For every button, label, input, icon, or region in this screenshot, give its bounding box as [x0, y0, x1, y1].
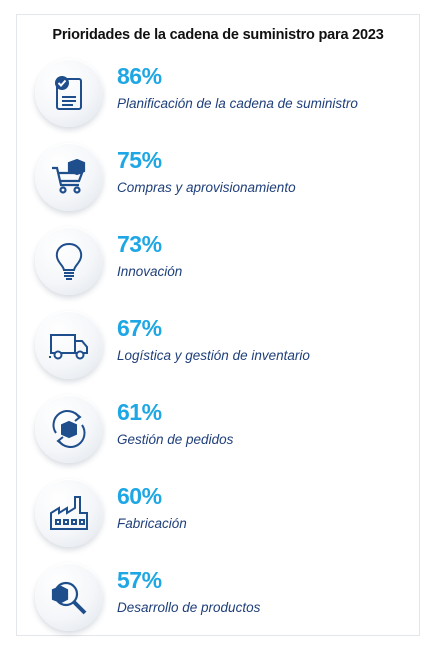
- icon-badge: [35, 563, 103, 631]
- priority-row: 86% Planificación de la cadena de sumini…: [35, 59, 415, 131]
- priority-label: Planificación de la cadena de suministro: [117, 96, 358, 111]
- percentage-value: 67%: [117, 315, 162, 341]
- lightbulb-icon: [55, 242, 83, 280]
- percentage-value: 86%: [117, 63, 162, 89]
- icon-badge: [35, 311, 103, 379]
- shopping-cart-icon: [52, 158, 86, 194]
- chart-title: Prioridades de la cadena de suministro p…: [52, 27, 384, 43]
- truck-icon: [49, 334, 88, 360]
- priority-label: Desarrollo de productos: [117, 600, 261, 615]
- priority-label: Logística y gestión de inventario: [117, 348, 310, 363]
- icon-badge: [35, 395, 103, 463]
- factory-icon: [50, 496, 88, 530]
- icon-badge: [35, 227, 103, 295]
- priority-row: 60% Fabricación: [35, 479, 415, 551]
- clipboard-check-icon: [55, 76, 82, 110]
- priority-row: 61% Gestión de pedidos: [35, 395, 415, 467]
- percentage-value: 61%: [117, 399, 162, 425]
- priority-label: Fabricación: [117, 516, 187, 531]
- infographic-card: Prioridades de la cadena de suministro p…: [16, 14, 420, 636]
- percentage-value: 75%: [117, 147, 162, 173]
- priority-row: 57% Desarrollo de productos: [35, 563, 415, 635]
- priority-row: 73% Innovación: [35, 227, 415, 299]
- priority-row: 67% Logística y gestión de inventario: [35, 311, 415, 383]
- priority-label: Gestión de pedidos: [117, 432, 234, 447]
- percentage-value: 57%: [117, 567, 162, 593]
- percentage-value: 60%: [117, 483, 162, 509]
- cycle-box-icon: [52, 410, 86, 448]
- percentage-value: 73%: [117, 231, 162, 257]
- icon-badge: [35, 143, 103, 211]
- priority-row: 75% Compras y aprovisionamiento: [35, 143, 415, 215]
- priority-label: Compras y aprovisionamiento: [117, 180, 296, 195]
- icon-badge: [35, 59, 103, 127]
- icon-badge: [35, 479, 103, 547]
- magnifier-box-icon: [51, 581, 87, 615]
- priority-label: Innovación: [117, 264, 183, 279]
